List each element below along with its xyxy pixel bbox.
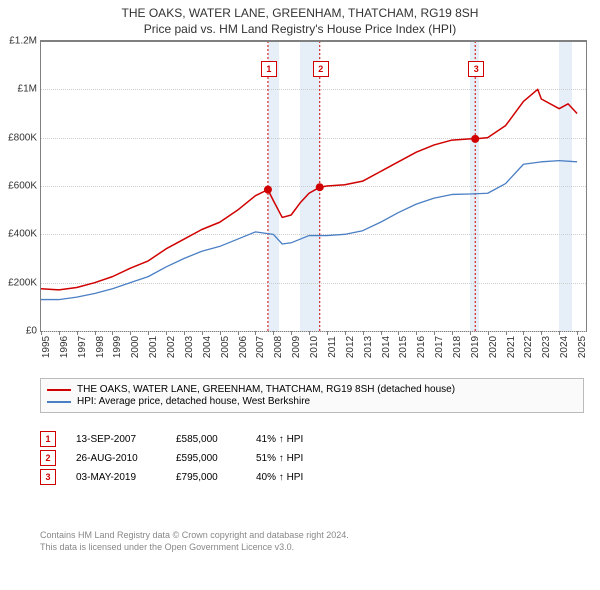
- chart-plot-area: £0£200K£400K£600K£800K£1M£1.2M1995199619…: [40, 40, 587, 332]
- transaction-marker-2: 2: [313, 61, 329, 77]
- transaction-date: 03-MAY-2019: [76, 472, 156, 483]
- gridline: [41, 331, 586, 332]
- x-axis-label: 2006: [238, 336, 249, 358]
- transaction-hpi: 40% ↑ HPI: [256, 472, 336, 483]
- transaction-row: 2 26-AUG-2010 £595,000 51% ↑ HPI: [40, 450, 336, 466]
- x-axis-label: 2014: [381, 336, 392, 358]
- footer-attribution: Contains HM Land Registry data © Crown c…: [40, 530, 349, 553]
- x-axis-label: 2025: [577, 336, 588, 358]
- x-axis-label: 2002: [166, 336, 177, 358]
- y-axis-label: £0: [26, 326, 37, 337]
- transaction-number: 2: [40, 450, 56, 466]
- chart-title-line1: THE OAKS, WATER LANE, GREENHAM, THATCHAM…: [0, 6, 600, 20]
- transaction-price: £795,000: [176, 472, 236, 483]
- transaction-marker-1: 1: [261, 61, 277, 77]
- transaction-row: 1 13-SEP-2007 £585,000 41% ↑ HPI: [40, 431, 336, 447]
- x-axis-label: 1998: [95, 336, 106, 358]
- legend-swatch: [47, 389, 71, 391]
- x-axis-label: 2007: [255, 336, 266, 358]
- x-axis-label: 2005: [220, 336, 231, 358]
- x-axis-label: 2008: [273, 336, 284, 358]
- x-axis-label: 2010: [309, 336, 320, 358]
- x-axis-label: 2001: [148, 336, 159, 358]
- x-axis-label: 2015: [398, 336, 409, 358]
- x-axis-label: 1996: [59, 336, 70, 358]
- x-axis-label: 2000: [130, 336, 141, 358]
- transaction-row: 3 03-MAY-2019 £795,000 40% ↑ HPI: [40, 469, 336, 485]
- transaction-price: £595,000: [176, 453, 236, 464]
- legend-label: THE OAKS, WATER LANE, GREENHAM, THATCHAM…: [77, 384, 455, 395]
- legend: THE OAKS, WATER LANE, GREENHAM, THATCHAM…: [40, 378, 584, 413]
- x-axis-label: 2019: [470, 336, 481, 358]
- x-axis-label: 2012: [345, 336, 356, 358]
- legend-swatch: [47, 401, 71, 403]
- transaction-date: 13-SEP-2007: [76, 434, 156, 445]
- x-axis-label: 1995: [41, 336, 52, 358]
- y-axis-label: £1.2M: [9, 36, 37, 47]
- legend-label: HPI: Average price, detached house, West…: [77, 396, 310, 407]
- x-axis-label: 2009: [291, 336, 302, 358]
- transaction-hpi: 51% ↑ HPI: [256, 453, 336, 464]
- x-axis-label: 2013: [363, 336, 374, 358]
- x-axis-label: 2011: [327, 336, 338, 358]
- transaction-number: 1: [40, 431, 56, 447]
- x-axis-label: 1997: [77, 336, 88, 358]
- y-axis-label: £400K: [8, 229, 37, 240]
- transaction-hpi: 41% ↑ HPI: [256, 434, 336, 445]
- x-axis-label: 2022: [523, 336, 534, 358]
- transaction-date: 26-AUG-2010: [76, 453, 156, 464]
- x-axis-label: 2004: [202, 336, 213, 358]
- y-axis-label: £1M: [18, 84, 37, 95]
- x-axis-label: 2021: [506, 336, 517, 358]
- y-axis-label: £800K: [8, 132, 37, 143]
- y-axis-label: £200K: [8, 277, 37, 288]
- transaction-number: 3: [40, 469, 56, 485]
- x-axis-label: 2024: [559, 336, 570, 358]
- chart-title-line2: Price paid vs. HM Land Registry's House …: [0, 22, 600, 36]
- x-axis-label: 2016: [416, 336, 427, 358]
- transaction-marker-3: 3: [468, 61, 484, 77]
- x-axis-label: 2023: [541, 336, 552, 358]
- x-axis-label: 1999: [112, 336, 123, 358]
- transaction-price: £585,000: [176, 434, 236, 445]
- x-axis-label: 2017: [434, 336, 445, 358]
- x-axis-label: 2018: [452, 336, 463, 358]
- x-axis-label: 2003: [184, 336, 195, 358]
- x-axis-label: 2020: [488, 336, 499, 358]
- chart-svg: [41, 41, 586, 331]
- transactions-table: 1 13-SEP-2007 £585,000 41% ↑ HPI 2 26-AUG-201…: [40, 428, 336, 488]
- y-axis-label: £600K: [8, 181, 37, 192]
